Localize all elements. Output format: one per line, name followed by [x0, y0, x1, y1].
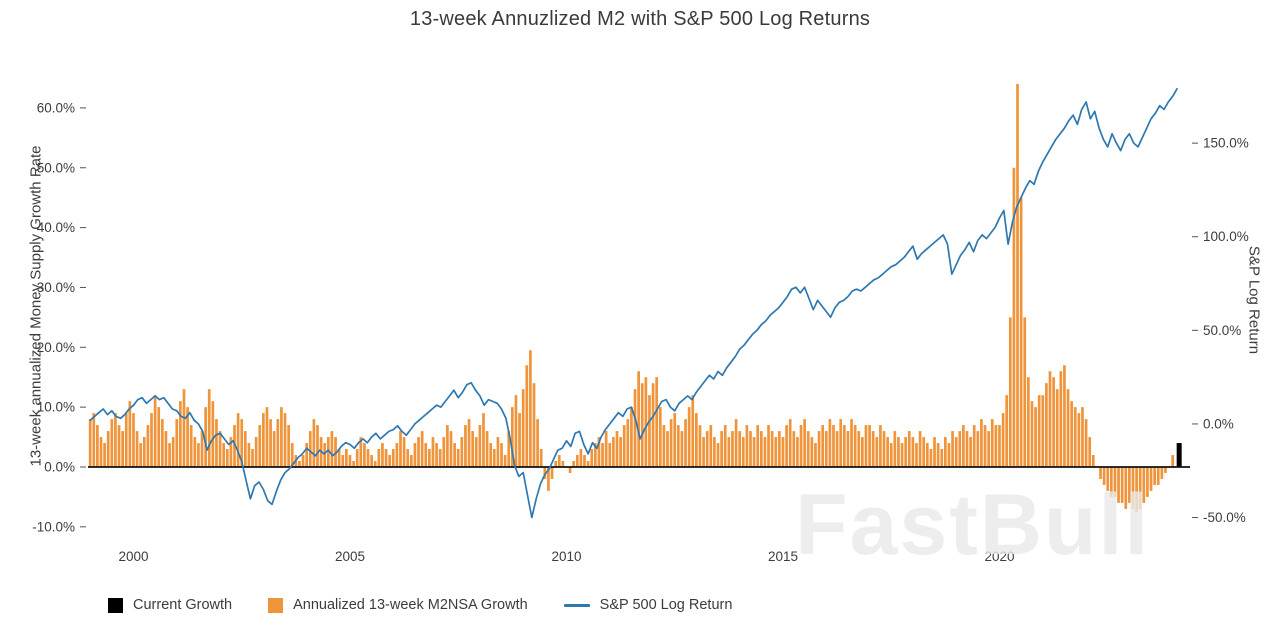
svg-text:2015: 2015 — [768, 549, 798, 564]
svg-text:0.0%: 0.0% — [44, 459, 75, 474]
svg-text:60.0%: 60.0% — [37, 100, 75, 115]
sp500-line-swatch-icon — [563, 603, 590, 607]
svg-text:2020: 2020 — [984, 549, 1014, 564]
legend-item-current-growth[interactable]: Current Growth — [108, 597, 232, 613]
current-growth-swatch-icon — [108, 597, 123, 613]
svg-text:-50.0%: -50.0% — [1203, 510, 1246, 525]
svg-text:50.0%: 50.0% — [1203, 323, 1241, 338]
chart-title: 13-week Annuzlized M2 with S&P 500 Log R… — [409, 8, 871, 30]
svg-text:100.0%: 100.0% — [1203, 229, 1249, 244]
legend-item-sp500-log-return[interactable]: S&P 500 Log Return — [563, 597, 733, 613]
left-axis-label: 13-week annualized Money Supply Growth R… — [27, 145, 45, 467]
svg-text:150.0%: 150.0% — [1203, 136, 1249, 151]
legend-label: Annualized 13-week M2NSA Growth — [293, 597, 528, 613]
svg-text:10.0%: 10.0% — [37, 400, 75, 415]
legend-label: Current Growth — [133, 597, 233, 613]
svg-text:2000: 2000 — [118, 549, 148, 564]
svg-text:2010: 2010 — [551, 549, 581, 564]
right-axis-label: S&P Log Return — [1245, 245, 1263, 355]
m2nsa-growth-swatch-icon — [268, 597, 284, 613]
svg-text:40.0%: 40.0% — [37, 220, 75, 235]
svg-text:2005: 2005 — [335, 549, 365, 564]
svg-text:20.0%: 20.0% — [37, 340, 75, 355]
svg-text:-10.0%: -10.0% — [32, 519, 75, 534]
svg-text:0.0%: 0.0% — [1203, 416, 1234, 431]
svg-text:30.0%: 30.0% — [37, 280, 75, 295]
legend-item-m2nsa-growth[interactable]: Annualized 13-week M2NSA Growth — [268, 597, 528, 613]
legend-label: S&P 500 Log Return — [599, 597, 733, 613]
legend: Current Growth Annualized 13-week M2NSA … — [108, 597, 732, 613]
svg-text:50.0%: 50.0% — [37, 160, 75, 175]
